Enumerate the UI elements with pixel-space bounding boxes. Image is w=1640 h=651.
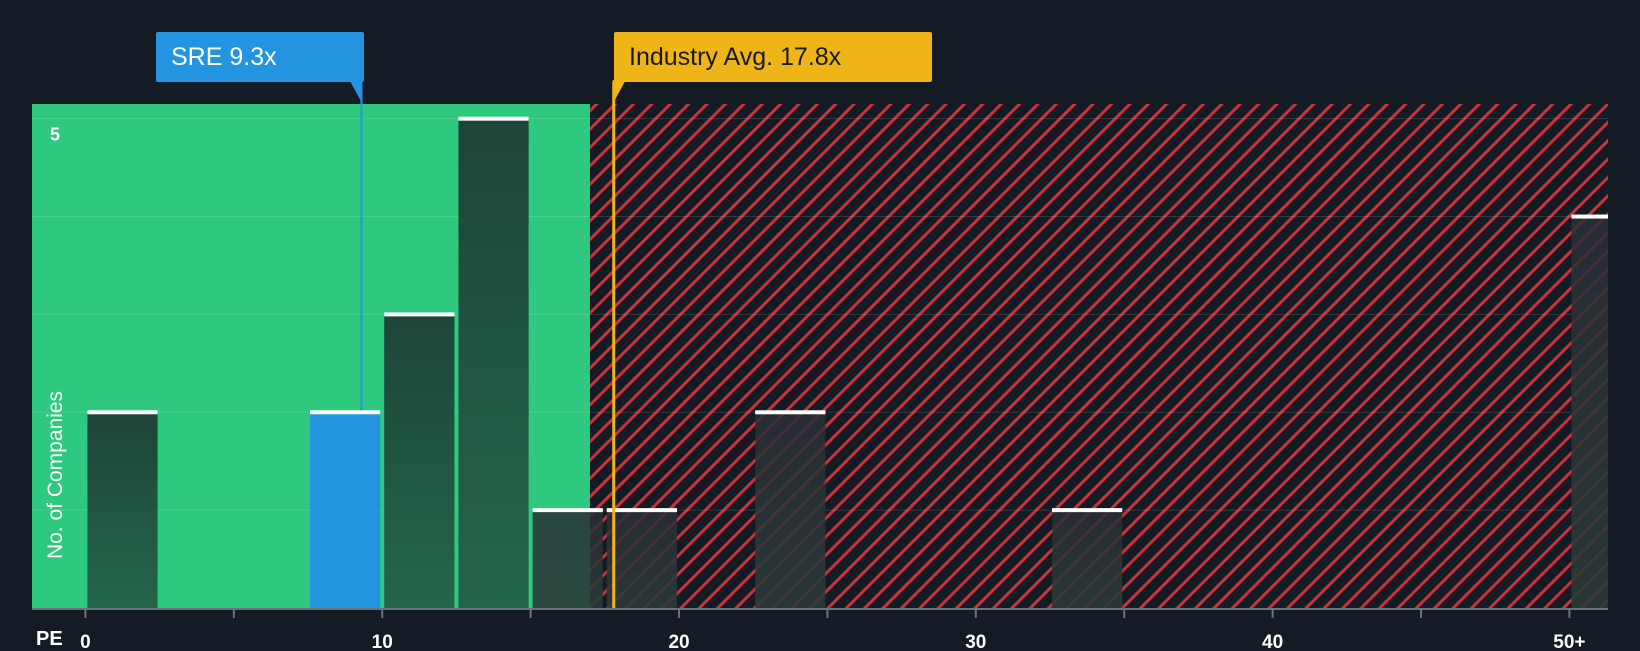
bar-cap	[1571, 214, 1608, 219]
bar	[755, 412, 826, 608]
bar	[1571, 216, 1608, 608]
bar	[606, 510, 678, 608]
bar	[87, 412, 158, 608]
bar	[532, 510, 603, 608]
x-tick-label: 30	[965, 632, 986, 650]
bar-cap	[310, 410, 381, 415]
bar-company	[310, 412, 381, 608]
bar-cap	[384, 312, 455, 317]
y-tick-label: 5	[50, 125, 60, 145]
y-axis-title-text: No. of Companies	[44, 390, 67, 560]
company-callout-pointer	[349, 80, 363, 104]
bar-cap	[606, 508, 678, 513]
x-tick-label: 10	[372, 632, 393, 650]
bar-cap	[755, 410, 826, 415]
x-tick-label: 40	[1262, 632, 1283, 650]
bar	[1052, 510, 1123, 608]
industry-callout-pointer	[612, 80, 626, 104]
bar-cap	[532, 508, 603, 513]
x-tick-label: 0	[80, 632, 91, 650]
company-pe-label: SRE 9.3x	[171, 43, 277, 71]
x-axis-title: PE	[36, 628, 63, 650]
bar	[384, 314, 455, 608]
x-tick-label: 50+	[1553, 632, 1585, 650]
bar-cap	[458, 116, 529, 121]
industry-avg-callout: Industry Avg. 17.8x	[614, 32, 932, 82]
industry-avg-label: Industry Avg. 17.8x	[629, 43, 842, 71]
company-pe-callout: SRE 9.3x	[156, 32, 364, 82]
bar-cap	[87, 410, 158, 415]
bar-cap	[1052, 508, 1123, 513]
x-tick-label: 20	[668, 632, 689, 650]
bar	[458, 118, 529, 608]
